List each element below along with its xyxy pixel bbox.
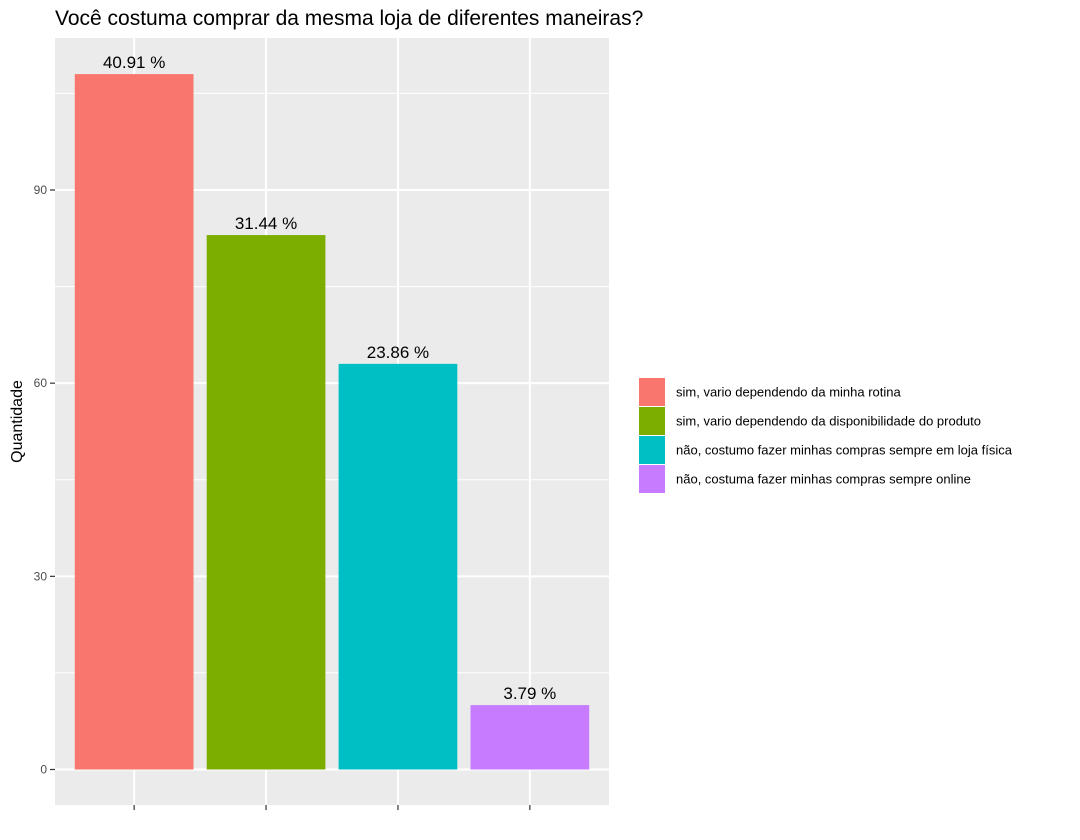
bar bbox=[338, 363, 458, 770]
legend-key bbox=[639, 407, 665, 435]
bar bbox=[470, 705, 590, 770]
y-tick-label: 60 bbox=[34, 376, 48, 390]
legend-label: não, costuma fazer minhas compras sempre… bbox=[676, 472, 971, 487]
bar bbox=[74, 74, 194, 770]
legend-label: sim, vario dependendo da minha rotina bbox=[676, 385, 902, 400]
bar bbox=[206, 235, 326, 770]
x-axis bbox=[133, 805, 531, 810]
bar-data-label: 40.91 % bbox=[103, 53, 165, 72]
y-axis: 0 30 60 90 bbox=[34, 183, 55, 777]
bar-data-label: 31.44 % bbox=[235, 214, 297, 233]
legend-key bbox=[639, 378, 665, 406]
bar-data-labels: 40.91 % 31.44 % 23.86 % 3.79 % bbox=[103, 53, 556, 703]
y-tick-label: 0 bbox=[40, 763, 47, 777]
bars bbox=[74, 74, 590, 770]
bar-data-label: 23.86 % bbox=[367, 343, 429, 362]
legend-label: não, costumo fazer minhas compras sempre… bbox=[676, 443, 1013, 458]
legend-label: sim, vario dependendo da disponibilidade… bbox=[676, 414, 981, 429]
y-axis-title: Quantidade bbox=[9, 380, 26, 463]
chart-title: Você costuma comprar da mesma loja de di… bbox=[55, 7, 643, 30]
y-tick-label: 90 bbox=[34, 183, 48, 197]
bar-data-label: 3.79 % bbox=[503, 684, 556, 703]
legend: sim, vario dependendo da minha rotina sim… bbox=[639, 378, 1013, 493]
legend-key bbox=[639, 465, 665, 493]
legend-key bbox=[639, 436, 665, 464]
y-tick-label: 30 bbox=[34, 569, 48, 583]
